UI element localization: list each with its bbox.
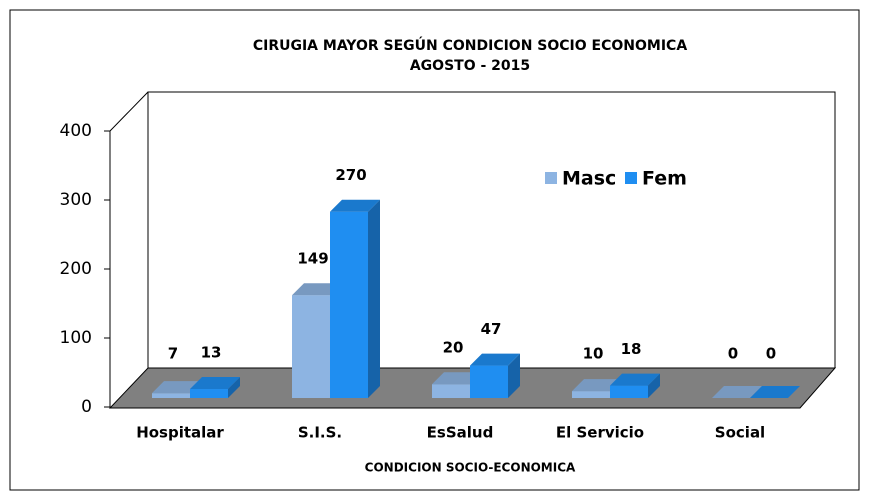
x-tick-label: El Servicio [556,424,644,442]
chart-subtitle: AGOSTO - 2015 [410,58,530,74]
x-tick-label: EsSalud [427,424,494,442]
bar-side [508,353,520,398]
value-label: 13 [201,344,222,362]
bar-top [750,386,800,398]
y-tick-label: 200 [60,259,92,279]
value-label: 10 [583,345,604,363]
bar-front [432,384,470,398]
y-tick-label: 100 [60,328,92,348]
chart-title: CIRUGIA MAYOR SEGÚN CONDICION SOCIO ECON… [253,36,687,54]
bar-front [572,391,610,398]
bar-front [190,389,228,398]
value-label: 7 [168,345,178,363]
x-tick-label: Social [715,424,765,442]
y-tick-label: 400 [60,121,92,141]
x-tick-label: S.I.S. [298,424,342,442]
bar-front [470,365,508,398]
back-wall [147,91,836,368]
bar-side [368,199,380,398]
bar-side [648,373,660,398]
bar-top [292,283,342,296]
y-tick-label: 0 [81,397,92,417]
bar-top [470,353,520,366]
value-label: 47 [481,320,502,338]
value-label: 270 [335,166,366,184]
bar-top [190,377,240,390]
bar-top [610,373,660,386]
bar-front [152,393,190,398]
y-tick-label: 300 [60,190,92,210]
legend-swatch [545,172,557,184]
bar-top [330,199,380,212]
legend-label: Fem [642,168,687,190]
legend-label: Masc [562,168,616,190]
x-tick-label: Hospitalar [136,424,224,442]
bar-front [292,295,330,398]
bar-side [228,377,240,398]
value-label: 149 [297,250,328,268]
value-label: 0 [766,345,776,363]
bar-top [712,386,762,398]
bar-top [572,379,622,392]
value-label: 20 [443,339,464,357]
bar-top [432,372,482,385]
chart-frame [9,9,860,491]
bar-top [152,381,202,394]
bar-front [330,211,368,398]
x-axis-label: CONDICION SOCIO-ECONOMICA [365,461,576,475]
bar-front [610,385,648,398]
value-label: 0 [728,345,738,363]
value-label: 18 [621,340,642,358]
legend-swatch [625,172,637,184]
